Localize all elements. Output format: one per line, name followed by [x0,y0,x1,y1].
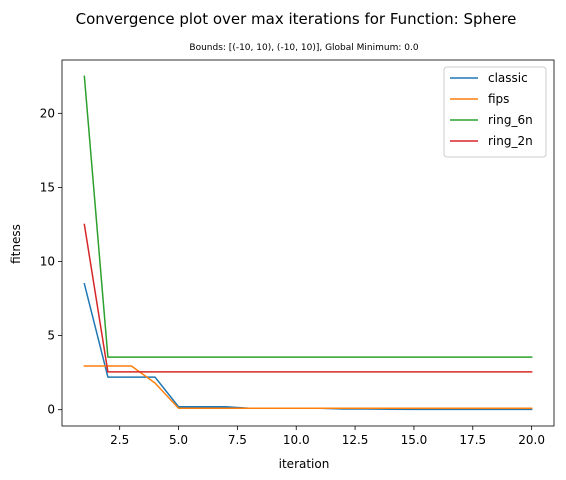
legend-label-ring_2n: ring_2n [488,134,533,148]
y-tick-label: 5 [47,329,55,343]
x-tick-label: 10.0 [283,433,310,447]
chart-title: Convergence plot over max iterations for… [76,10,517,28]
x-tick-label: 5.0 [169,433,188,447]
legend-box [443,66,547,158]
x-tick-label: 20.0 [518,433,545,447]
chart-subtitle: Bounds: [(-10, 10), (-10, 10)], Global M… [189,43,418,53]
legend-label-classic: classic [488,71,528,85]
x-tick-label: 15.0 [401,433,428,447]
series-line-classic [83,282,533,411]
series-line-ring_6n [83,75,533,358]
axes-frame [61,59,555,427]
x-tick-label: 12.5 [342,433,369,447]
y-tick-label: 0 [47,403,55,417]
x-axis-label: iteration [279,457,330,471]
y-tick-label: 10 [40,255,55,269]
series-line-fips [83,365,533,409]
y-tick-label: 15 [40,180,55,194]
series-line-ring_2n [83,223,533,373]
x-tick-label: 7.5 [228,433,247,447]
y-axis-label: fitness [9,224,23,264]
x-tick-label: 17.5 [459,433,486,447]
plot-area: 2.5 5.0 7.5 10.0 12.5 15.0 17.5 20.0 0 5 10 15 20 [40,59,555,447]
x-tick-label: 2.5 [110,433,129,447]
y-tick-label: 20 [40,106,55,120]
legend-label-ring_6n: ring_6n [488,113,533,127]
legend: classic fips ring_6n ring_2n [443,66,547,158]
legend-label-fips: fips [488,92,509,106]
